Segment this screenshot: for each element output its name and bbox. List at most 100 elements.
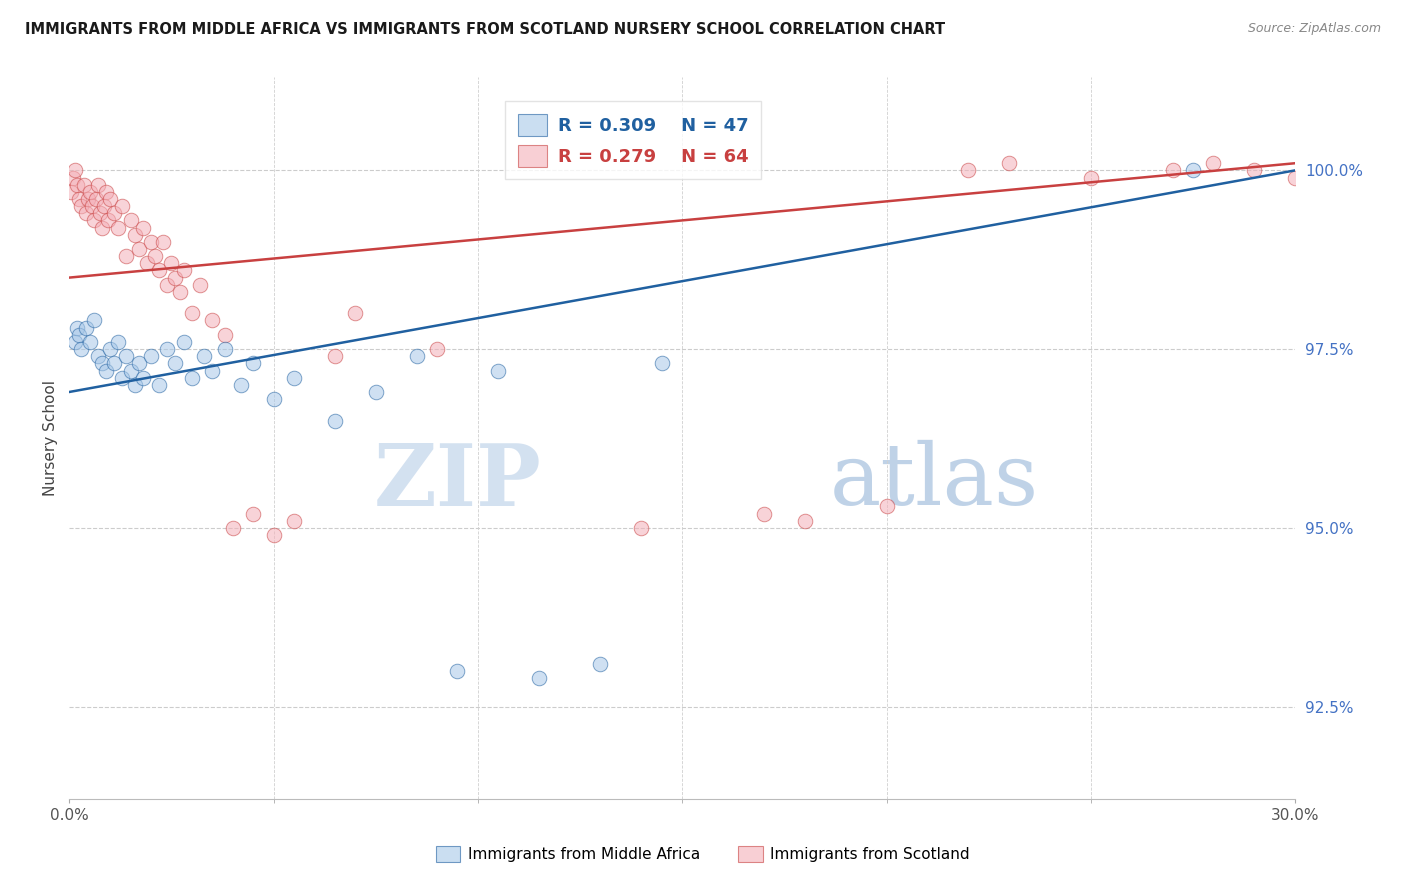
Point [107,334,129,349]
Point [87,178,110,192]
Point [94,185,117,199]
Point [156,277,179,292]
Point [156,342,179,356]
Point [79,185,101,199]
Legend: R = 0.309    N = 47, R = 0.279    N = 64: R = 0.309 N = 47, R = 0.279 N = 64 [505,101,761,179]
Point [188,277,211,292]
Point [752,507,775,521]
Point [283,370,305,384]
Point [76,192,98,206]
Point [66,178,89,192]
Point [139,349,162,363]
Point [1284,170,1306,185]
Point [323,413,346,427]
Point [998,156,1021,170]
Point [128,242,150,256]
Y-axis label: Nursery School: Nursery School [44,381,58,497]
Point [80,199,103,213]
Point [165,356,187,370]
Point [1080,170,1102,185]
Point [132,370,155,384]
Point [173,263,195,277]
Point [89,206,111,220]
Text: IMMIGRANTS FROM MIDDLE AFRICA VS IMMIGRANTS FROM SCOTLAND NURSERY SCHOOL CORRELA: IMMIGRANTS FROM MIDDLE AFRICA VS IMMIGRA… [25,22,945,37]
Point [69,327,91,342]
Point [323,349,346,363]
Point [148,263,170,277]
Point [90,220,112,235]
Point [65,163,87,178]
Point [93,199,115,213]
Point [214,342,236,356]
Point [214,327,236,342]
Point [132,220,155,235]
Point [83,313,105,327]
Point [69,192,91,206]
Point [75,206,97,220]
Point [62,170,84,185]
Point [84,192,107,206]
Point [793,514,815,528]
Point [1182,163,1205,178]
Point [446,664,468,678]
Text: ZIP: ZIP [374,440,541,524]
Point [83,213,105,227]
Point [128,356,150,370]
Point [139,235,162,249]
Point [72,178,94,192]
Point [60,185,83,199]
Point [148,377,170,392]
Point [405,349,427,363]
Point [426,342,449,356]
Point [242,356,264,370]
Point [630,521,652,535]
Point [169,285,191,299]
Point [120,363,142,377]
Point [103,206,125,220]
Point [79,334,101,349]
Point [283,514,305,528]
Point [344,306,367,320]
Point [242,507,264,521]
Point [120,213,142,227]
Point [70,342,93,356]
Text: atlas: atlas [830,440,1039,524]
Point [111,199,134,213]
Point [180,370,202,384]
Point [98,192,121,206]
Point [160,256,183,270]
Point [152,235,174,249]
Point [94,363,117,377]
Point [90,356,112,370]
Point [201,363,224,377]
Point [229,377,252,392]
Point [103,356,125,370]
Point [70,199,93,213]
Point [201,313,224,327]
Point [75,320,97,334]
Point [263,392,285,406]
Point [124,227,146,242]
Point [527,671,550,685]
Point [221,521,243,535]
Legend: Immigrants from Middle Africa, Immigrants from Scotland: Immigrants from Middle Africa, Immigrant… [430,839,976,868]
Point [876,500,898,514]
Point [66,320,89,334]
Point [173,334,195,349]
Point [1202,156,1225,170]
Point [1161,163,1184,178]
Point [165,270,187,285]
Point [486,363,509,377]
Point [263,528,285,542]
Point [98,342,121,356]
Point [124,377,146,392]
Point [115,349,138,363]
Point [87,349,110,363]
Point [143,249,166,263]
Point [97,213,120,227]
Point [115,249,138,263]
Point [957,163,980,178]
Point [364,384,387,399]
Point [1243,163,1265,178]
Point [65,334,87,349]
